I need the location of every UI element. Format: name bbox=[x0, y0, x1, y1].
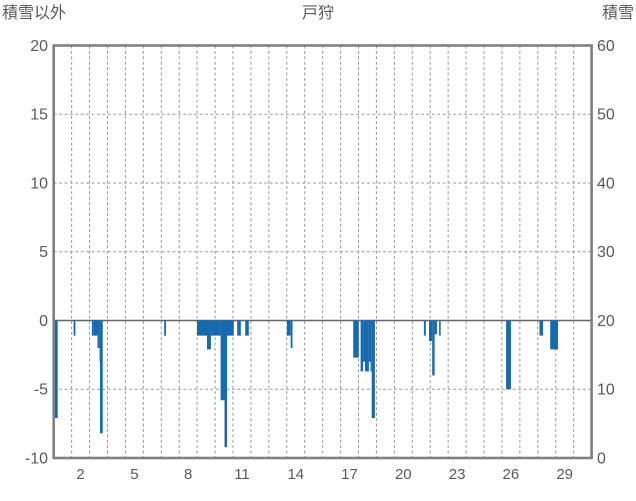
svg-text:20: 20 bbox=[30, 38, 48, 55]
svg-text:17: 17 bbox=[341, 466, 358, 483]
svg-text:0: 0 bbox=[597, 451, 606, 468]
svg-text:20: 20 bbox=[597, 313, 615, 330]
svg-text:60: 60 bbox=[597, 38, 615, 55]
svg-text:5: 5 bbox=[130, 466, 138, 483]
svg-text:10: 10 bbox=[597, 382, 615, 399]
svg-text:20: 20 bbox=[395, 466, 412, 483]
svg-text:15: 15 bbox=[30, 107, 48, 124]
svg-text:5: 5 bbox=[39, 244, 48, 261]
svg-text:30: 30 bbox=[597, 244, 615, 261]
svg-text:積雪: 積雪 bbox=[602, 4, 634, 22]
svg-text:50: 50 bbox=[597, 107, 615, 124]
svg-text:0: 0 bbox=[39, 313, 48, 330]
svg-text:積雪以外: 積雪以外 bbox=[2, 4, 66, 22]
svg-text:11: 11 bbox=[234, 466, 250, 483]
svg-text:26: 26 bbox=[503, 466, 520, 483]
svg-text:8: 8 bbox=[184, 466, 192, 483]
svg-text:14: 14 bbox=[287, 466, 304, 483]
svg-text:40: 40 bbox=[597, 176, 615, 193]
svg-text:-5: -5 bbox=[34, 382, 48, 399]
svg-text:10: 10 bbox=[30, 176, 48, 193]
svg-text:-10: -10 bbox=[25, 451, 48, 468]
svg-text:2: 2 bbox=[76, 466, 84, 483]
svg-text:23: 23 bbox=[449, 466, 466, 483]
svg-text:戸狩: 戸狩 bbox=[302, 4, 334, 22]
svg-text:29: 29 bbox=[556, 466, 573, 483]
